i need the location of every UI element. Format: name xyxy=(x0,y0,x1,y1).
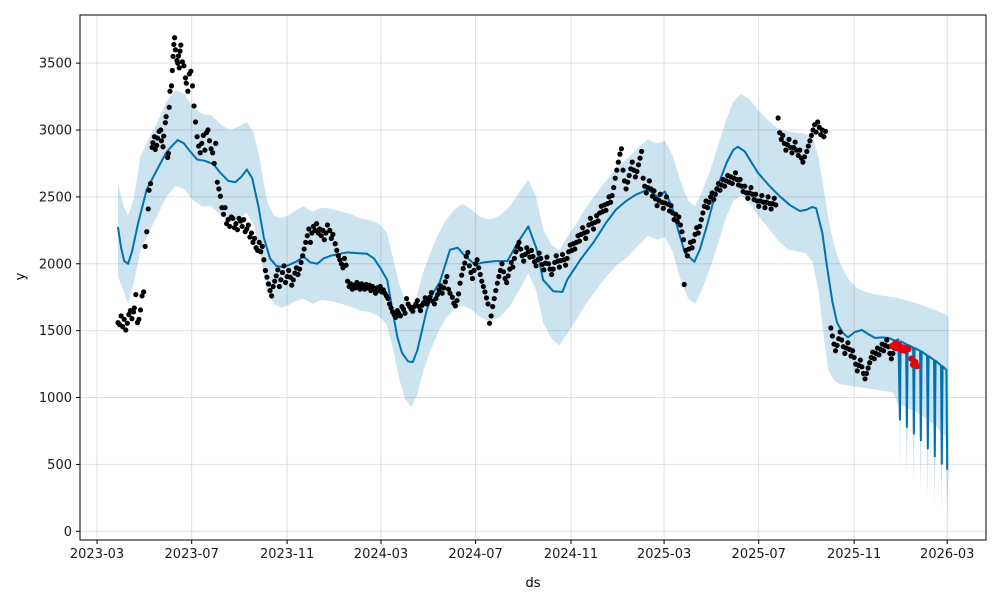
x-tick-label: 2025-07 xyxy=(732,547,786,562)
y-tick-label: 0 xyxy=(64,525,72,540)
x-tick-label: 2026-03 xyxy=(920,547,974,562)
x-tick-label: 2024-07 xyxy=(448,547,502,562)
x-tick-label: 2024-11 xyxy=(544,547,598,562)
x-tick-label: 2023-11 xyxy=(260,547,314,562)
y-tick-label: 3500 xyxy=(39,57,72,72)
plot-spines xyxy=(79,14,987,541)
y-axis: 0 500 1000 1500 2000 2500 3000 3500 xyxy=(39,57,80,540)
uncertainty-band xyxy=(118,89,949,517)
grid xyxy=(80,15,986,540)
x-axis-label: ds xyxy=(525,576,541,591)
x-tick-label: 2025-03 xyxy=(637,547,691,562)
y-tick-label: 2000 xyxy=(39,257,72,272)
forecast-line xyxy=(117,139,949,471)
y-tick-label: 3000 xyxy=(39,124,72,139)
y-tick-label: 500 xyxy=(47,458,72,473)
y-tick-label: 2500 xyxy=(39,190,72,205)
x-tick-label: 2024-03 xyxy=(354,547,408,562)
x-tick-label: 2023-03 xyxy=(70,547,124,562)
anomaly-points xyxy=(888,340,921,370)
y-tick-label: 1000 xyxy=(39,391,72,406)
x-tick-label: 2023-07 xyxy=(165,547,219,562)
y-axis-label: y xyxy=(13,272,29,281)
x-tick-label: 2025-11 xyxy=(827,547,881,562)
actuals-points xyxy=(115,35,898,382)
x-axis: 2023-03 2023-07 2023-11 2024-03 2024-07 2024-… xyxy=(70,540,974,562)
y-tick-label: 1500 xyxy=(39,324,72,339)
